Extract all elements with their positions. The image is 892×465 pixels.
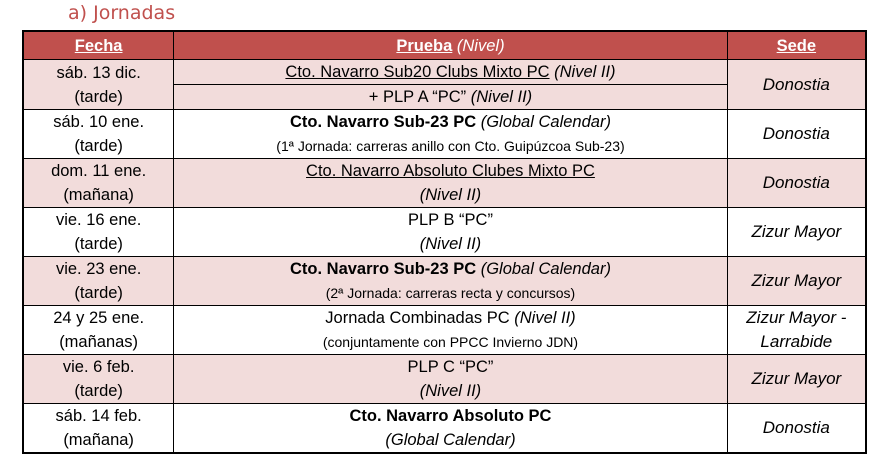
sede-cell: Donostia: [726, 109, 867, 159]
fecha-day: vie. 23 ene.: [55, 260, 142, 278]
prueba-name: PLP C “PC”: [407, 358, 494, 376]
prueba-level: (Global Calendar): [385, 431, 516, 449]
fecha-time: (tarde): [74, 382, 123, 400]
sede-line: Zizur Mayor -: [746, 308, 847, 327]
prueba-level: (Nivel II): [549, 63, 616, 81]
prueba-cell: PLP C “PC” (Nivel II): [173, 354, 728, 404]
prueba-cell: Cto. Navarro Sub20 Clubs Mixto PC (Nivel…: [173, 59, 728, 85]
fecha-cell: 24 y 25 ene. (mañanas): [22, 305, 175, 355]
fecha-day: dom. 11 ene.: [51, 162, 147, 180]
fecha-cell: vie. 6 feb. (tarde): [22, 354, 175, 404]
table-row: sáb. 10 ene. (tarde) Cto. Navarro Sub-23 …: [22, 109, 867, 159]
header-prueba-label: Prueba: [396, 36, 453, 55]
sede-cell: Zizur Mayor: [726, 354, 867, 404]
header-sede-label: Sede: [776, 36, 817, 55]
sede-cell: Donostia: [726, 403, 867, 454]
prueba-name: Cto. Navarro Absoluto Clubes Mixto PC: [306, 162, 595, 180]
fecha-day: sáb. 13 dic.: [56, 63, 141, 82]
fecha-time: (tarde): [74, 87, 123, 106]
prueba-name: Jornada Combinadas PC: [325, 309, 510, 327]
header-fecha-label: Fecha: [74, 36, 123, 55]
prueba-level: (Nivel II): [419, 186, 482, 204]
prueba-cell: Cto. Navarro Sub-23 PC (Global Calendar)…: [173, 256, 728, 306]
prueba-level: (Global Calendar): [476, 260, 611, 278]
prueba-cell: PLP B “PC” (Nivel II): [173, 207, 728, 257]
sede-cell: Zizur Mayor: [726, 256, 867, 306]
fecha-time: (tarde): [74, 137, 123, 155]
table-row: sáb. 14 feb. (mañana) Cto. Navarro Absolu…: [22, 403, 867, 454]
fecha-day: 24 y 25 ene.: [53, 309, 145, 327]
fecha-time: (mañana): [63, 186, 134, 204]
fecha-day: vie. 6 feb.: [62, 358, 135, 376]
table-row: vie. 6 feb. (tarde) PLP C “PC” (Nivel II) …: [22, 354, 867, 404]
fecha-time: (tarde): [74, 235, 123, 253]
prueba-name: Cto. Navarro Sub-23 PC: [290, 113, 477, 131]
prueba-cell: Jornada Combinadas PC (Nivel II) (conjunt…: [173, 305, 728, 355]
fecha-day: sáb. 10 ene.: [53, 113, 145, 131]
fecha-time: (tarde): [74, 284, 123, 302]
prueba-note: (1ª Jornada: carreras anillo con Cto. Gu…: [276, 138, 625, 154]
prueba-cell: Cto. Navarro Absoluto Clubes Mixto PC (Ni…: [173, 158, 728, 208]
fecha-time: (mañana): [63, 431, 134, 449]
sede-cell: Zizur Mayor: [726, 207, 867, 257]
prueba-name: Cto. Navarro Sub-23 PC: [290, 260, 477, 278]
prueba-cell: Cto. Navarro Absoluto PC (Global Calendar…: [173, 403, 728, 454]
table-row: sáb. 13 dic. (tarde) Cto. Navarro Sub20 C…: [22, 59, 867, 110]
prueba-note: (2ª Jornada: carreras recta y concursos): [325, 285, 576, 301]
prueba-cell: + PLP A “PC” (Nivel II): [173, 84, 728, 110]
prueba-note: (conjuntamente con PPCC Invierno JDN): [322, 334, 579, 350]
prueba-name: Cto. Navarro Sub20 Clubs Mixto PC: [285, 63, 550, 81]
sede-cell: Donostia: [726, 59, 867, 110]
header-sede: Sede: [726, 30, 867, 60]
fecha-day: vie. 16 ene.: [55, 211, 142, 229]
section-title: a) Jornadas: [68, 2, 176, 24]
prueba-level: (Global Calendar): [476, 113, 611, 131]
prueba-level: (Nivel II): [419, 382, 482, 400]
table-subrow: + PLP A “PC” (Nivel II): [23, 84, 866, 110]
prueba-name: Cto. Navarro Absoluto PC: [349, 407, 552, 425]
sede-line: Larrabide: [760, 332, 833, 351]
prueba-name: PLP B “PC”: [407, 211, 493, 229]
fecha-day: sáb. 14 feb.: [55, 407, 142, 425]
table-row: vie. 23 ene. (tarde) Cto. Navarro Sub-23 …: [22, 256, 867, 306]
prueba-level: (Nivel II): [419, 235, 482, 253]
table-row: 24 y 25 ene. (mañanas) Jornada Combinadas…: [22, 305, 867, 355]
fecha-cell: sáb. 14 feb. (mañana): [22, 403, 175, 454]
prueba-level: (Nivel II): [509, 309, 576, 327]
prueba-level: (Nivel II): [466, 88, 533, 106]
fecha-cell: dom. 11 ene. (mañana): [22, 158, 175, 208]
fecha-cell: vie. 16 ene. (tarde): [22, 207, 175, 257]
header-prueba: Prueba (Nivel): [173, 30, 728, 60]
table-row: vie. 16 ene. (tarde) PLP B “PC” (Nivel II)…: [22, 207, 867, 257]
fecha-time: (mañanas): [59, 333, 139, 351]
sede-cell: Donostia: [726, 158, 867, 208]
sede-cell: Zizur Mayor - Larrabide: [726, 305, 867, 355]
prueba-cell: Cto. Navarro Sub-23 PC (Global Calendar)…: [173, 109, 728, 159]
fecha-cell: vie. 23 ene. (tarde): [22, 256, 175, 306]
header-fecha: Fecha: [22, 30, 175, 60]
jornadas-table: Fecha Prueba (Nivel) Sede sáb. 13 dic. (t…: [22, 30, 867, 454]
header-nivel-label: (Nivel): [452, 36, 505, 55]
prueba-name: + PLP A “PC”: [368, 88, 467, 106]
fecha-cell: sáb. 13 dic. (tarde): [22, 59, 175, 110]
header-row: Fecha Prueba (Nivel) Sede: [22, 30, 867, 60]
fecha-cell: sáb. 10 ene. (tarde): [22, 109, 175, 159]
table-row: dom. 11 ene. (mañana) Cto. Navarro Absolu…: [22, 158, 867, 208]
